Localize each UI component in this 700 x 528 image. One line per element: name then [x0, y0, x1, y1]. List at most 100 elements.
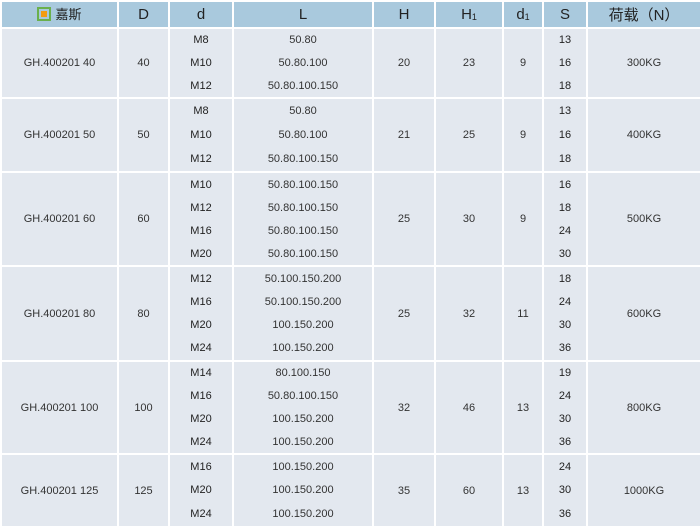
d-value: M12: [190, 272, 212, 285]
L-value: 50.80: [289, 34, 317, 47]
cell-load: 1000KG: [586, 453, 700, 528]
cell-d1: 13: [502, 453, 544, 528]
table-row: GH.400201 50 50 M8 M10 M12 50.80 50.80.100 50.8…: [0, 97, 700, 173]
cell-model: GH.400201 40: [0, 27, 119, 99]
cell-d1: 9: [502, 27, 544, 99]
cell-L: 50.80.100.150 50.80.100.150 50.80.100.150 5…: [232, 171, 374, 267]
col-d1: d1: [502, 0, 544, 29]
S-value: 18: [558, 201, 572, 214]
cell-model: GH.400201 125: [0, 453, 119, 528]
L-value: 100.150.200: [272, 319, 334, 332]
cell-L: 50.80 50.80.100 50.80.100.150: [232, 97, 374, 173]
S-value: 30: [558, 319, 572, 332]
S-value: 24: [558, 390, 572, 403]
L-value: 50.100.150.200: [264, 272, 342, 285]
cell-D: 60: [117, 171, 170, 267]
cell-d1: 9: [502, 171, 544, 267]
cell-H: 21: [372, 97, 436, 173]
cell-S: 24 30 36: [542, 453, 588, 528]
cell-d: M10 M12 M16 M20: [168, 171, 234, 267]
S-value: 13: [558, 105, 572, 117]
cell-load: 600KG: [586, 265, 700, 362]
S-value: 24: [558, 295, 572, 308]
L-value: 50.80.100: [278, 129, 328, 141]
cell-H: 32: [372, 360, 436, 455]
L-value: 50.100.150.200: [264, 295, 342, 308]
d-value: M16: [190, 460, 212, 473]
cell-L: 100.150.200 100.150.200 100.150.200: [232, 453, 374, 528]
col-load: 荷载（N）: [586, 0, 700, 29]
cell-S: 16 18 24 30: [542, 171, 588, 267]
brand-logo-icon: [37, 6, 52, 21]
col-d: d: [168, 0, 234, 29]
cell-model: GH.400201 50: [0, 97, 119, 173]
header-row: 嘉斯 D d L H H1 d1 S 荷载（N）: [0, 0, 700, 29]
cell-D: 50: [117, 97, 170, 173]
cell-H1: 46: [434, 360, 504, 455]
d-value: M24: [190, 342, 212, 355]
cell-d: M16 M20 M24: [168, 453, 234, 528]
d-value: M24: [190, 435, 212, 448]
L-value: 100.150.200: [272, 460, 334, 473]
cell-L: 50.100.150.200 50.100.150.200 100.150.200 1…: [232, 265, 374, 362]
table-row: GH.400201 80 80 M12 M16 M20 M24 50.100.150.200…: [0, 265, 700, 362]
S-value: 19: [558, 367, 572, 380]
col-D: D: [117, 0, 170, 29]
S-value: 36: [558, 342, 572, 355]
table-row: GH.400201 40 40 M8 M10 M12 50.80 50.80.100 50.8…: [0, 27, 700, 99]
cell-H1: 32: [434, 265, 504, 362]
d-value: M10: [190, 129, 212, 141]
table-row: GH.400201 60 60 M10 M12 M16 M20 50.80.100.150 5…: [0, 171, 700, 267]
d-value: M12: [190, 79, 212, 92]
L-value: 50.80.100.150: [267, 224, 339, 237]
L-value: 100.150.200: [272, 484, 334, 497]
cell-S: 19 24 30 36: [542, 360, 588, 455]
cell-S: 13 16 18: [542, 27, 588, 99]
cell-D: 125: [117, 453, 170, 528]
d-value: M8: [193, 105, 209, 117]
S-value: 16: [558, 129, 572, 141]
d-value: M16: [190, 390, 212, 403]
cell-D: 80: [117, 265, 170, 362]
cell-d: M12 M16 M20 M24: [168, 265, 234, 362]
S-value: 18: [558, 153, 572, 165]
d-value: M16: [190, 295, 212, 308]
S-value: 16: [558, 178, 572, 191]
S-value: 24: [558, 224, 572, 237]
d-value: M8: [193, 34, 209, 47]
L-value: 50.80: [289, 105, 317, 117]
d-value: M20: [190, 412, 212, 425]
S-value: 18: [558, 79, 572, 92]
cell-H1: 23: [434, 27, 504, 99]
L-value: 100.150.200: [272, 435, 334, 448]
S-value: 30: [558, 412, 572, 425]
L-value: 100.150.200: [272, 342, 334, 355]
table-row: GH.400201 125 125 M16 M20 M24 100.150.200 100.…: [0, 453, 700, 528]
d-value: M20: [190, 247, 212, 260]
d-value: M20: [190, 484, 212, 497]
d-value: M10: [190, 178, 212, 191]
d-value: M12: [190, 201, 212, 214]
cell-L: 50.80 50.80.100 50.80.100.150: [232, 27, 374, 99]
d-value: M12: [190, 153, 212, 165]
cell-D: 40: [117, 27, 170, 99]
cell-d: M8 M10 M12: [168, 27, 234, 99]
cell-H1: 30: [434, 171, 504, 267]
brand-name: 嘉斯: [55, 7, 82, 23]
S-value: 36: [558, 435, 572, 448]
d-value: M24: [190, 508, 212, 521]
cell-model: GH.400201 100: [0, 360, 119, 455]
col-L: L: [232, 0, 374, 29]
L-value: 50.80.100: [278, 56, 328, 69]
d-value: M16: [190, 224, 212, 237]
S-value: 24: [558, 460, 572, 473]
cell-d1: 13: [502, 360, 544, 455]
d-value: M14: [190, 367, 212, 380]
cell-H1: 60: [434, 453, 504, 528]
cell-load: 300KG: [586, 27, 700, 99]
cell-load: 800KG: [586, 360, 700, 455]
S-value: 36: [558, 508, 572, 521]
L-value: 50.80.100.150: [267, 79, 339, 92]
L-value: 100.150.200: [272, 412, 334, 425]
